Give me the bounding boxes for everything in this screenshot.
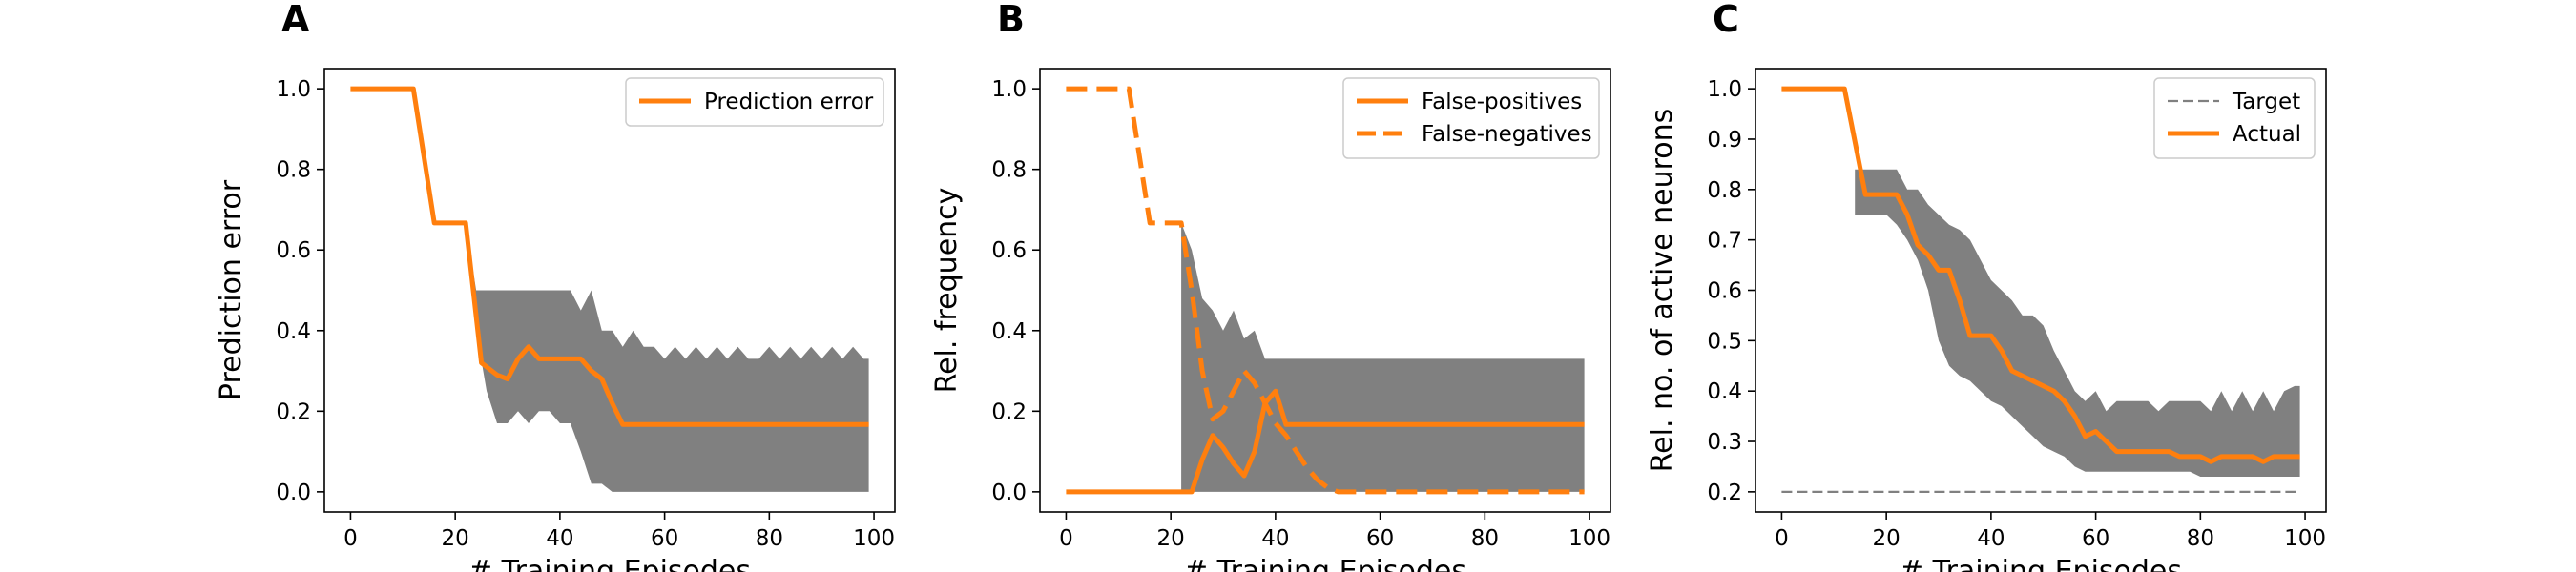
x-tick-label-b-2: 40 (1261, 526, 1289, 551)
x-tick-label-b-4: 80 (1471, 526, 1499, 551)
x-tick-label-a-3: 60 (651, 526, 678, 551)
legend-label-b-1: False-negatives (1422, 122, 1592, 147)
y-tick-label-c-1: 0.3 (1707, 430, 1742, 455)
x-axis-label-c: # Training Episodes (1900, 555, 2182, 572)
x-tick-label-c-5: 100 (2284, 526, 2326, 551)
series-line-b-0 (1066, 388, 1585, 495)
axes-frame-b (1039, 68, 1611, 513)
panel-letter-c: C (1713, 0, 1739, 40)
x-tick-label-a-1: 20 (442, 526, 469, 551)
x-tick-label-b-0: 0 (1059, 526, 1073, 551)
legend-label-c-0: Target (2232, 90, 2300, 114)
x-tick-label-a-4: 80 (756, 526, 783, 551)
y-tick-label-b-1: 0.2 (991, 399, 1027, 424)
x-tick-label-b-3: 60 (1366, 526, 1394, 551)
y-tick-label-b-3: 0.6 (991, 238, 1027, 263)
panel-letter-a: A (281, 0, 310, 40)
panel-letter-b: B (997, 0, 1025, 40)
series-line-b-1 (1066, 86, 1585, 495)
variability-band-c (1855, 169, 2300, 477)
x-tick-label-b-5: 100 (1568, 526, 1610, 551)
panel-b: B 0 20 40 60 80 100 0.0 0.2 0.4 0.6 0.8 1.0 # Traini… (930, 0, 1611, 572)
y-tick-label-a-5: 1.0 (276, 77, 311, 102)
y-tick-label-c-3: 0.5 (1707, 329, 1742, 354)
variability-band-a (466, 222, 869, 492)
legend-box-a (625, 77, 884, 127)
y-tick-label-a-1: 0.2 (276, 399, 311, 424)
y-tick-label-b-2: 0.4 (991, 319, 1027, 344)
legend-label-a-0: Prediction error (704, 90, 874, 114)
legend-box-c (2153, 77, 2316, 159)
y-tick-label-c-4: 0.6 (1707, 279, 1742, 304)
y-tick-label-c-0: 0.2 (1707, 480, 1742, 505)
x-tick-label-b-1: 20 (1157, 526, 1185, 551)
panel-c: C 0 20 40 60 80 100 0.2 0.3 0.4 0.5 0.6 0.7 0.8 0.9 1.… (1646, 0, 2327, 572)
axes-frame-a (323, 68, 896, 513)
y-tick-label-c-8: 1.0 (1707, 77, 1742, 102)
x-tick-label-c-0: 0 (1775, 526, 1789, 551)
y-tick-label-c-6: 0.8 (1707, 178, 1742, 203)
y-tick-label-c-5: 0.7 (1707, 229, 1742, 254)
legend-label-b-0: False-positives (1422, 90, 1582, 114)
panel-a: A 0 20 40 60 80 100 0.0 0.2 0.4 0.6 0.8 1.0 # Traini… (215, 0, 896, 572)
y-tick-label-a-0: 0.0 (276, 480, 311, 505)
y-axis-label-c: Rel. no. of active neurons (1646, 109, 1679, 473)
legend-box-b (1342, 77, 1600, 159)
x-tick-label-a-5: 100 (853, 526, 895, 551)
y-axis-label-b: Rel. frequency (930, 188, 964, 394)
series-line-c-1 (1781, 86, 2300, 464)
y-tick-label-a-4: 0.8 (276, 158, 311, 183)
y-tick-label-c-7: 0.9 (1707, 128, 1742, 153)
series-line-a-0 (350, 86, 869, 427)
x-tick-label-c-3: 60 (2082, 526, 2109, 551)
x-tick-label-a-0: 0 (343, 526, 358, 551)
y-tick-label-a-2: 0.4 (276, 319, 311, 344)
x-tick-label-c-2: 40 (1977, 526, 2005, 551)
x-tick-label-c-4: 80 (2187, 526, 2214, 551)
legend-label-c-1: Actual (2233, 122, 2301, 147)
y-tick-label-b-5: 1.0 (991, 77, 1027, 102)
y-tick-label-b-4: 0.8 (991, 158, 1027, 183)
variability-band-b (1181, 222, 1585, 492)
x-axis-label-a: # Training Episodes (468, 555, 751, 572)
x-tick-label-a-2: 40 (546, 526, 573, 551)
y-tick-label-b-0: 0.0 (991, 480, 1027, 505)
y-axis-label-a: Prediction error (215, 179, 248, 400)
x-tick-label-c-1: 20 (1873, 526, 1901, 551)
x-axis-label-b: # Training Episodes (1184, 555, 1466, 572)
y-tick-label-c-2: 0.4 (1707, 379, 1742, 404)
y-tick-label-a-3: 0.6 (276, 238, 311, 263)
